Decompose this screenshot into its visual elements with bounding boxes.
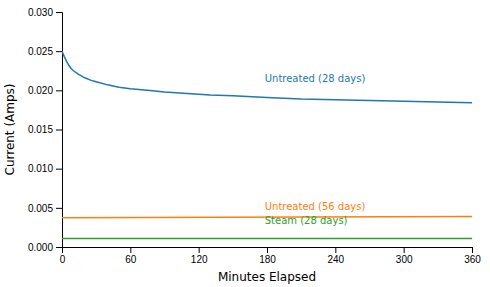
x-axis: 0 60 120 180 240 300 360: [60, 247, 482, 265]
plot-area: 0601201802403003600.0000.0050.0100.0150.…: [28, 7, 481, 265]
x-tick: 360: [464, 247, 481, 265]
y-tick-mark: [56, 130, 62, 131]
x-tick: 120: [191, 247, 208, 265]
x-tick-label: 60: [125, 254, 137, 265]
x-tick-mark: [199, 247, 200, 253]
x-axis-line: [63, 248, 473, 254]
x-tick: 240: [327, 247, 344, 265]
annotation: Untreated (28 days): [265, 73, 366, 84]
chart-container: 0601201802403003600.0000.0050.0100.0150.…: [0, 0, 490, 287]
x-axis-title: Minutes Elapsed: [218, 270, 316, 284]
y-tick: 0.030: [28, 7, 62, 18]
y-tick-mark: [56, 169, 62, 170]
x-tick-mark: [335, 247, 336, 253]
series-line: [62, 238, 472, 240]
x-tick-mark: [130, 247, 131, 253]
y-tick-label: 0.010: [28, 163, 53, 174]
y-tick-label: 0.000: [28, 242, 53, 253]
y-tick-label: 0.005: [28, 203, 53, 214]
y-tick: 0.010: [28, 163, 62, 174]
x-tick-label: 180: [259, 254, 276, 265]
y-tick: 0.025: [28, 46, 62, 57]
x-tick-label: 0: [60, 254, 66, 265]
annotations: Untreated (28 days) Untreated (56 days) St…: [265, 73, 366, 225]
x-tick: 180: [259, 247, 276, 265]
y-tick: 0.005: [28, 203, 62, 214]
y-tick-mark: [56, 208, 62, 209]
x-tick: 60: [125, 247, 137, 265]
y-axis-line: [56, 13, 63, 248]
x-tick-mark: [267, 247, 268, 253]
x-tick-mark: [404, 247, 405, 253]
y-tick-mark: [56, 247, 62, 248]
x-tick-label: 300: [396, 254, 413, 265]
chart-svg: 0601201802403003600.0000.0050.0100.0150.…: [0, 0, 490, 287]
y-tick-mark: [56, 90, 62, 91]
y-axis: 0.000 0.005 0.010 0.015 0.020 0.025 0.030: [28, 7, 63, 253]
y-tick-label: 0.030: [28, 7, 53, 18]
y-tick: 0.020: [28, 85, 62, 96]
y-tick: 0.000: [28, 242, 62, 253]
x-tick: 300: [396, 247, 413, 265]
y-tick-mark: [56, 12, 62, 13]
annotation: Untreated (56 days): [265, 201, 366, 212]
y-tick: 0.015: [28, 124, 62, 135]
x-tick-mark: [472, 247, 473, 253]
y-tick-mark: [56, 51, 62, 52]
series-line: [62, 51, 472, 103]
x-tick: 0: [60, 247, 66, 265]
x-tick-label: 360: [464, 254, 481, 265]
y-axis-title: Current (Amps): [3, 83, 17, 175]
y-tick-label: 0.020: [28, 85, 53, 96]
y-tick-label: 0.025: [28, 46, 53, 57]
y-tick-label: 0.015: [28, 124, 53, 135]
x-tick-label: 240: [327, 254, 344, 265]
x-tick-label: 120: [191, 254, 208, 265]
annotation: Steam (28 days): [265, 215, 348, 226]
lines: [62, 51, 472, 238]
